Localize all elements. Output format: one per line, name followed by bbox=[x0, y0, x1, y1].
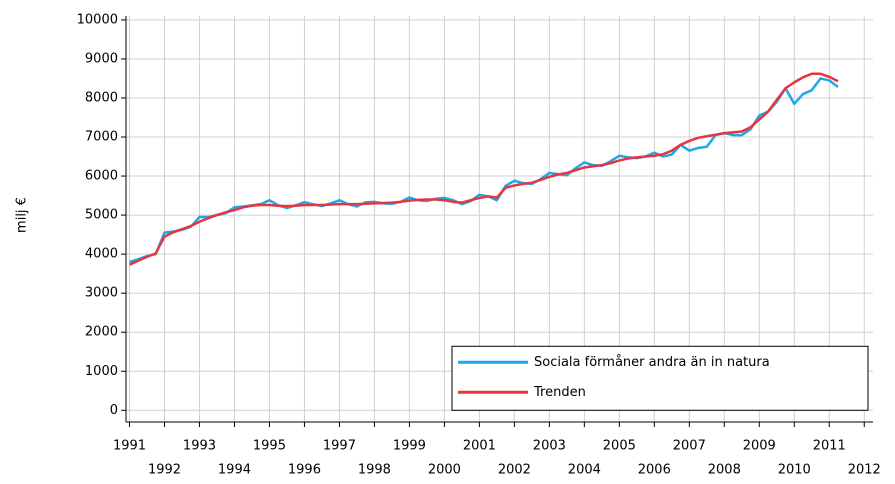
y-tick-label: 2000 bbox=[85, 325, 118, 340]
x-tick-label: 2003 bbox=[533, 439, 566, 454]
legend-label: Sociala förmåner andra än in natura bbox=[534, 355, 770, 370]
x-tick-label: 1993 bbox=[183, 439, 216, 454]
x-tick-label: 2008 bbox=[708, 463, 741, 478]
x-tick-label: 1997 bbox=[323, 439, 356, 454]
y-tick-label: 10000 bbox=[77, 12, 118, 27]
x-tick-label: 1998 bbox=[358, 463, 391, 478]
x-tick-label: 1999 bbox=[393, 439, 426, 454]
x-tick-label: 2012 bbox=[848, 463, 881, 478]
y-tick-label: 9000 bbox=[85, 51, 118, 66]
y-tick-label: 7000 bbox=[85, 130, 118, 145]
x-tick-label: 2011 bbox=[813, 439, 846, 454]
x-tick-label: 2004 bbox=[568, 463, 601, 478]
y-tick-label: 8000 bbox=[85, 90, 118, 105]
x-tick-label: 2000 bbox=[428, 463, 461, 478]
x-tick-label: 1996 bbox=[288, 463, 321, 478]
x-tick-label: 1994 bbox=[218, 463, 251, 478]
legend-box bbox=[451, 345, 869, 411]
y-tick-label: 1000 bbox=[85, 364, 118, 379]
x-tick-label: 2001 bbox=[463, 439, 496, 454]
y-axis-label: milj € bbox=[15, 197, 30, 233]
y-tick-label: 5000 bbox=[85, 208, 118, 223]
x-tick-label: 2010 bbox=[778, 463, 811, 478]
y-tick-label: 0 bbox=[110, 403, 118, 418]
y-tick-label: 6000 bbox=[85, 169, 118, 184]
series-line bbox=[129, 77, 839, 264]
y-tick-label: 3000 bbox=[85, 286, 118, 301]
x-tick-label: 2006 bbox=[638, 463, 671, 478]
x-tick-label: 2009 bbox=[743, 439, 776, 454]
series-line bbox=[128, 72, 839, 266]
legend-label: Trenden bbox=[533, 385, 586, 400]
x-tick-label: 2005 bbox=[603, 439, 636, 454]
x-tick-label: 1992 bbox=[148, 463, 181, 478]
x-tick-label: 2007 bbox=[673, 439, 706, 454]
x-tick-label: 2002 bbox=[498, 463, 531, 478]
x-tick-label: 1991 bbox=[113, 439, 146, 454]
y-tick-label: 4000 bbox=[85, 247, 118, 262]
x-tick-label: 1995 bbox=[253, 439, 286, 454]
